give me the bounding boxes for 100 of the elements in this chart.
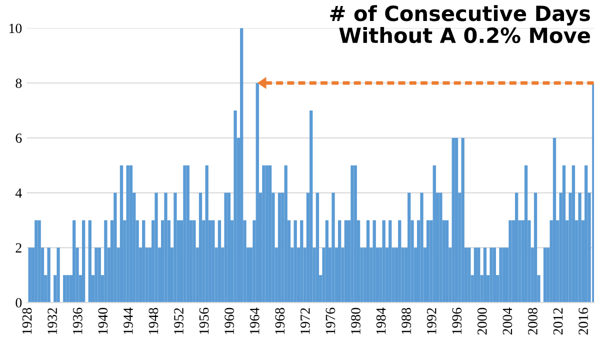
x-tick-label: 1932 xyxy=(48,308,58,334)
y-tick-label: 8 xyxy=(16,78,22,88)
bar xyxy=(372,220,376,303)
bar xyxy=(490,248,493,303)
y-tick-label: 10 xyxy=(9,24,22,34)
bar xyxy=(98,248,101,303)
bar xyxy=(338,220,342,303)
bar xyxy=(114,192,117,303)
bar xyxy=(578,192,582,303)
bar xyxy=(492,248,496,303)
x-tick-label: 2000 xyxy=(477,308,487,335)
bar xyxy=(514,192,518,303)
bar xyxy=(34,220,38,303)
bar xyxy=(192,220,196,303)
bar xyxy=(154,192,158,303)
bar xyxy=(454,138,458,303)
bar xyxy=(534,192,538,303)
bar xyxy=(572,165,576,303)
bar xyxy=(126,165,130,303)
x-tick-label: 1996 xyxy=(452,308,462,334)
bar xyxy=(104,220,108,303)
bar xyxy=(366,220,370,303)
bar xyxy=(94,248,98,303)
x-tick-label: 1936 xyxy=(72,308,82,334)
bar xyxy=(461,138,464,303)
bar xyxy=(477,248,480,303)
bar xyxy=(262,165,266,303)
bar xyxy=(420,192,424,303)
x-tick-label: 1988 xyxy=(402,308,412,334)
x-tick-label: 1956 xyxy=(199,308,209,334)
bar xyxy=(332,192,335,303)
bar xyxy=(265,165,268,303)
bar xyxy=(382,220,386,303)
bar xyxy=(398,220,402,303)
bar xyxy=(502,248,506,303)
bar xyxy=(408,192,411,303)
x-tick-label: 2008 xyxy=(528,308,538,335)
bar xyxy=(350,165,354,303)
bar xyxy=(508,220,512,303)
bar xyxy=(445,220,449,303)
y-tick-label: 6 xyxy=(16,134,22,143)
bar xyxy=(240,28,244,303)
bar xyxy=(432,165,436,303)
bar xyxy=(452,138,455,303)
x-tick-label: 1940 xyxy=(98,308,108,334)
x-tick-label: 1972 xyxy=(300,308,310,334)
bar xyxy=(82,220,86,303)
x-tick-label: 1964 xyxy=(250,308,260,334)
bar xyxy=(183,165,186,303)
x-tick-label: 1968 xyxy=(275,308,285,334)
bar xyxy=(234,110,237,303)
bar xyxy=(325,220,329,303)
bar xyxy=(310,110,313,303)
bar xyxy=(120,165,124,303)
x-tick-label: 2016 xyxy=(578,308,588,335)
bar xyxy=(284,165,288,303)
bar xyxy=(212,220,215,303)
bar xyxy=(388,220,392,303)
bar xyxy=(316,192,320,303)
bar xyxy=(218,220,222,303)
x-tick-label: 1928 xyxy=(22,308,32,334)
bar xyxy=(468,248,471,303)
bar xyxy=(426,220,430,303)
bar xyxy=(552,138,556,303)
bar xyxy=(47,248,50,303)
bar xyxy=(56,248,60,303)
bar xyxy=(198,192,202,303)
bar xyxy=(88,220,92,303)
bar xyxy=(63,275,66,303)
bar xyxy=(344,220,348,303)
bar xyxy=(205,165,208,303)
bar xyxy=(28,248,32,303)
x-tick-label: 1976 xyxy=(326,308,336,334)
bar xyxy=(354,165,357,303)
x-tick-label: 2012 xyxy=(553,308,563,335)
bar xyxy=(38,220,41,303)
x-tick-label: 1992 xyxy=(426,308,436,334)
bar xyxy=(499,248,502,303)
bar xyxy=(256,83,259,303)
bar xyxy=(186,165,190,303)
x-tick-label: 2004 xyxy=(502,308,512,335)
bar xyxy=(174,192,177,303)
x-tick-label: 1960 xyxy=(224,308,234,334)
bar xyxy=(483,248,487,303)
bar xyxy=(72,220,76,303)
chart-title: # of Consecutive Days Without A 0.2% Move xyxy=(330,5,590,44)
bar xyxy=(584,165,588,303)
bar xyxy=(300,220,304,303)
bar xyxy=(164,192,168,303)
y-tick-label: 4 xyxy=(15,188,22,198)
x-tick-label: 1952 xyxy=(174,308,184,334)
y-tick-label: 0 xyxy=(16,298,22,308)
bar xyxy=(294,220,297,303)
y-tick-label: 2 xyxy=(16,243,22,252)
bar xyxy=(474,248,478,303)
bar xyxy=(562,165,566,303)
bar xyxy=(524,165,528,303)
bar xyxy=(224,192,228,303)
bar xyxy=(66,275,70,303)
x-tick-label: 1944 xyxy=(124,308,133,334)
